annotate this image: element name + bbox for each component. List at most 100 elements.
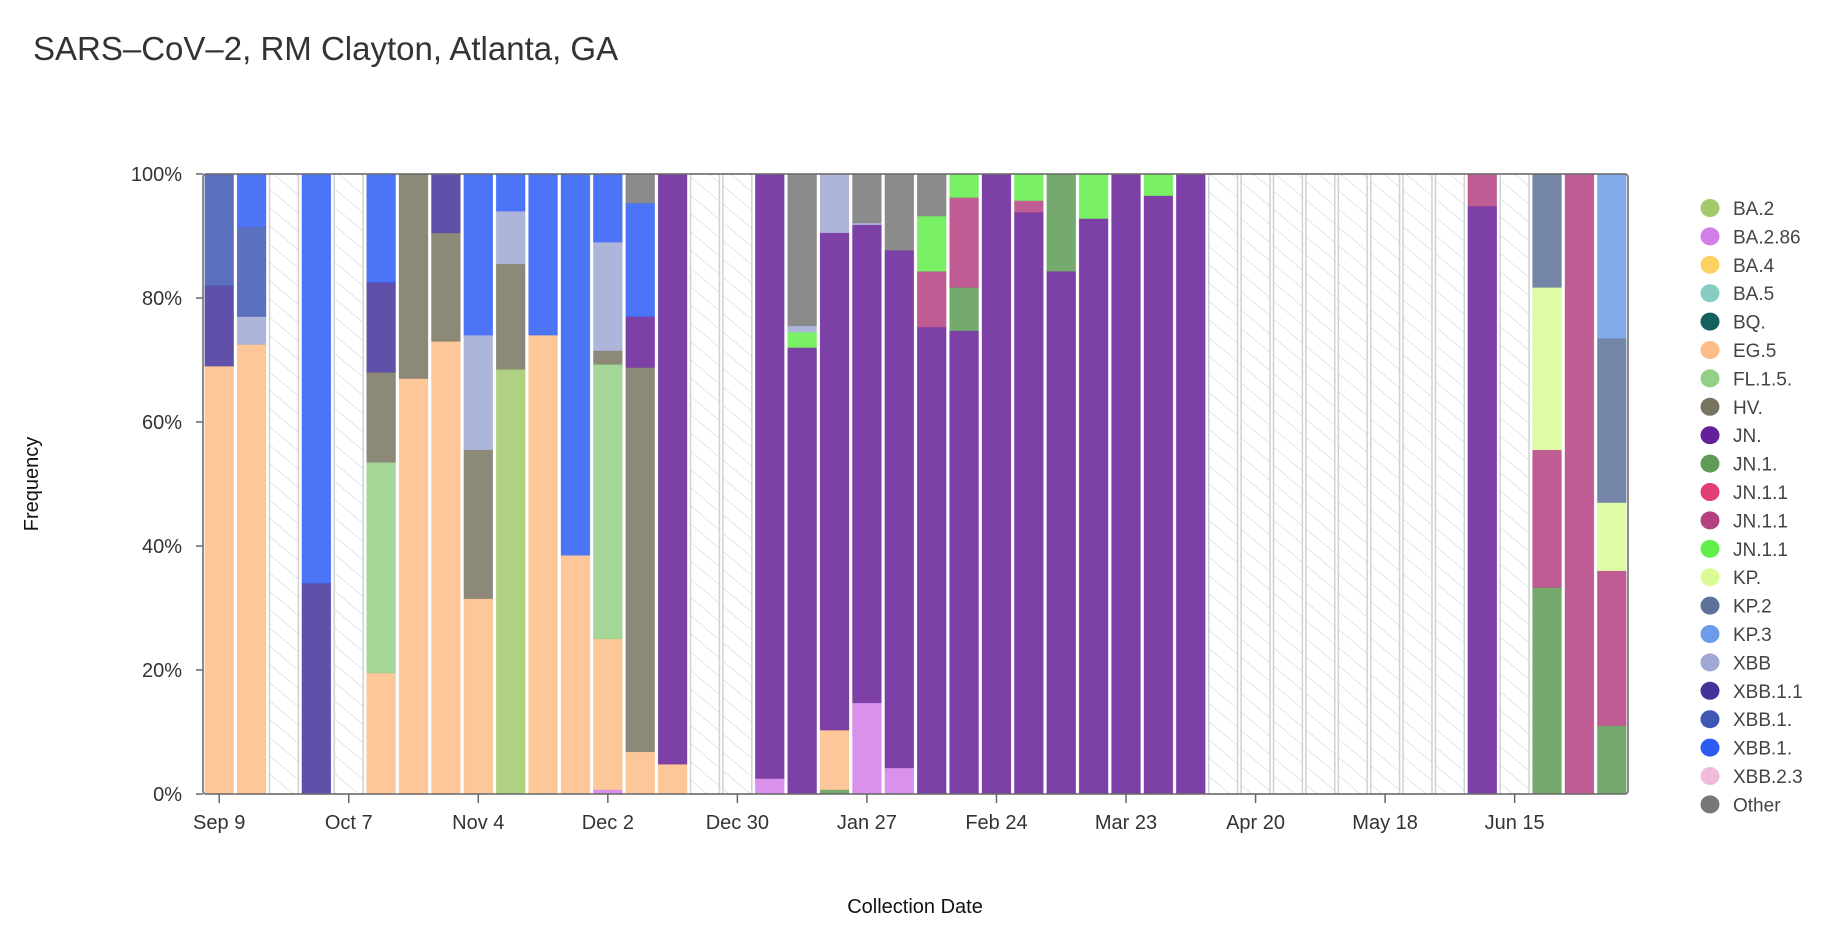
legend-item: JN.1. bbox=[1700, 454, 1777, 476]
legend-label: Other bbox=[1733, 795, 1781, 816]
bar-segment-ba-2 bbox=[495, 368, 526, 795]
bar-segment-hv bbox=[593, 350, 623, 365]
empty-week-bar bbox=[1207, 173, 1239, 795]
x-tick-label: May 18 bbox=[1352, 812, 1418, 834]
legend-label: BQ. bbox=[1733, 313, 1766, 334]
bar-segment-fl-1-5 bbox=[366, 461, 396, 674]
bar-segment-eg-5 bbox=[528, 334, 558, 795]
bar-segment-jn-1-1 bbox=[1143, 173, 1174, 197]
x-tick-label: Dec 2 bbox=[582, 812, 634, 834]
legend-item: HV. bbox=[1700, 397, 1763, 419]
legend-item: XBB bbox=[1700, 653, 1771, 674]
bar-segment-jn bbox=[1143, 195, 1174, 795]
bar-segment-kp-2 bbox=[1532, 173, 1562, 288]
legend-label: JN. bbox=[1733, 426, 1762, 447]
bar-segment-jn-1-1 bbox=[916, 271, 947, 328]
legend-label: BA.5 bbox=[1733, 284, 1774, 305]
legend-label: XBB.2.3 bbox=[1733, 767, 1803, 788]
legend-label: KP.3 bbox=[1733, 625, 1772, 646]
bar-segment-jn-1 bbox=[1046, 173, 1076, 272]
legend-item: BA.2.86 bbox=[1700, 227, 1801, 248]
legend-swatch-icon bbox=[1700, 341, 1720, 359]
bar-segment-eg-5 bbox=[819, 729, 850, 790]
bar-segment-xbb-1 bbox=[236, 173, 267, 228]
bar-segment-jn bbox=[657, 173, 688, 765]
bar-segment-ba-2-86 bbox=[884, 767, 915, 795]
legend-label: XBB.1. bbox=[1733, 739, 1792, 760]
legend-label: FL.1.5. bbox=[1733, 369, 1792, 390]
y-tick-label: 0% bbox=[153, 784, 182, 806]
legend-label: JN.1.1 bbox=[1733, 511, 1788, 532]
bar-segment-xbb bbox=[787, 325, 817, 333]
legend-label: EG.5 bbox=[1733, 341, 1776, 362]
bar-segment-eg-5 bbox=[625, 751, 655, 795]
bar-segment-eg-5 bbox=[593, 638, 623, 790]
legend-swatch-icon bbox=[1700, 539, 1720, 558]
bar-segment-jn-1-1 bbox=[1078, 173, 1109, 219]
legend-item: KP.2 bbox=[1700, 596, 1772, 618]
legend-item: JN.1.1 bbox=[1700, 539, 1788, 561]
bar-segment-eg-5 bbox=[560, 554, 591, 795]
bar-segment-other bbox=[916, 173, 947, 217]
bar-segment-jn-1-1 bbox=[1597, 570, 1627, 727]
legend-swatch-icon bbox=[1700, 795, 1720, 814]
bar-segment-hv bbox=[463, 449, 494, 599]
bar-segment-jn bbox=[852, 224, 882, 704]
bars-layer bbox=[204, 173, 1627, 795]
legend-label: XBB.1. bbox=[1733, 710, 1792, 731]
bar-segment-xbb-1 bbox=[625, 202, 655, 317]
empty-week-bar bbox=[1272, 173, 1304, 795]
empty-week-bar bbox=[1369, 173, 1401, 795]
bar-segment-jn bbox=[1111, 173, 1141, 795]
empty-week-bar bbox=[1240, 173, 1271, 795]
x-tick-label: Jan 27 bbox=[837, 812, 897, 834]
bar-segment-eg-5 bbox=[463, 598, 494, 795]
bar-segment-jn bbox=[755, 173, 785, 779]
bar-segment-eg-5 bbox=[398, 378, 429, 795]
empty-week-bar bbox=[722, 173, 753, 795]
x-axis-label: Collection Date bbox=[847, 896, 983, 918]
bar-segment-kp-2 bbox=[1597, 337, 1627, 503]
legend-item: BQ. bbox=[1700, 312, 1766, 334]
bar-segment-jn-1-1 bbox=[787, 331, 817, 348]
bar-segment-jn bbox=[1014, 212, 1044, 795]
legend-swatch-icon bbox=[1700, 454, 1720, 473]
legend-label: JN.1.1 bbox=[1733, 540, 1788, 561]
bar-segment-eg-5 bbox=[236, 344, 267, 795]
bar-segment-other bbox=[884, 173, 915, 251]
bar-segment-xbb-1 bbox=[560, 173, 591, 556]
bar-segment-other bbox=[787, 173, 817, 327]
legend-item: XBB.1. bbox=[1700, 738, 1792, 760]
bar-segment-jn bbox=[1078, 218, 1109, 795]
bar-segment-xbb-1 bbox=[495, 173, 526, 212]
bar-segment-kp bbox=[1597, 502, 1627, 572]
legend-item: FL.1.5. bbox=[1700, 369, 1792, 390]
bar-segment-jn bbox=[884, 249, 915, 769]
bar-segment-jn-1-1 bbox=[1532, 449, 1562, 588]
bar-segment-jn-1-1 bbox=[1014, 200, 1044, 213]
legend-swatch-icon bbox=[1700, 653, 1720, 672]
bar-segment-ba-2-86 bbox=[852, 702, 882, 795]
bar-segment-hv bbox=[431, 232, 461, 342]
empty-week-bar bbox=[268, 173, 300, 795]
bar-segment-hv bbox=[625, 367, 655, 753]
bar-segment-jn-1 bbox=[949, 287, 979, 332]
bar-segment-xbb-1 bbox=[463, 173, 494, 336]
legend-swatch-icon bbox=[1700, 767, 1720, 785]
legend-item: EG.5 bbox=[1700, 341, 1776, 362]
legend-label: BA.2.86 bbox=[1733, 227, 1801, 248]
bar-segment-kp-3 bbox=[1597, 173, 1627, 339]
legend-swatch-icon bbox=[1700, 426, 1720, 445]
bar-segment-xbb-1-1 bbox=[431, 173, 461, 234]
legend-swatch-icon bbox=[1700, 312, 1720, 331]
bar-segment-other bbox=[625, 173, 655, 204]
bar-segment-jn bbox=[819, 232, 850, 731]
bar-segment-xbb bbox=[463, 334, 494, 451]
legend-swatch-icon bbox=[1700, 227, 1720, 246]
bar-segment-jn-1-1 bbox=[1467, 173, 1498, 207]
bar-segment-jn-1-1 bbox=[949, 197, 979, 288]
bar-segment-hv bbox=[366, 372, 396, 463]
plot-frame bbox=[202, 173, 1629, 795]
empty-week-bar bbox=[1499, 173, 1530, 795]
